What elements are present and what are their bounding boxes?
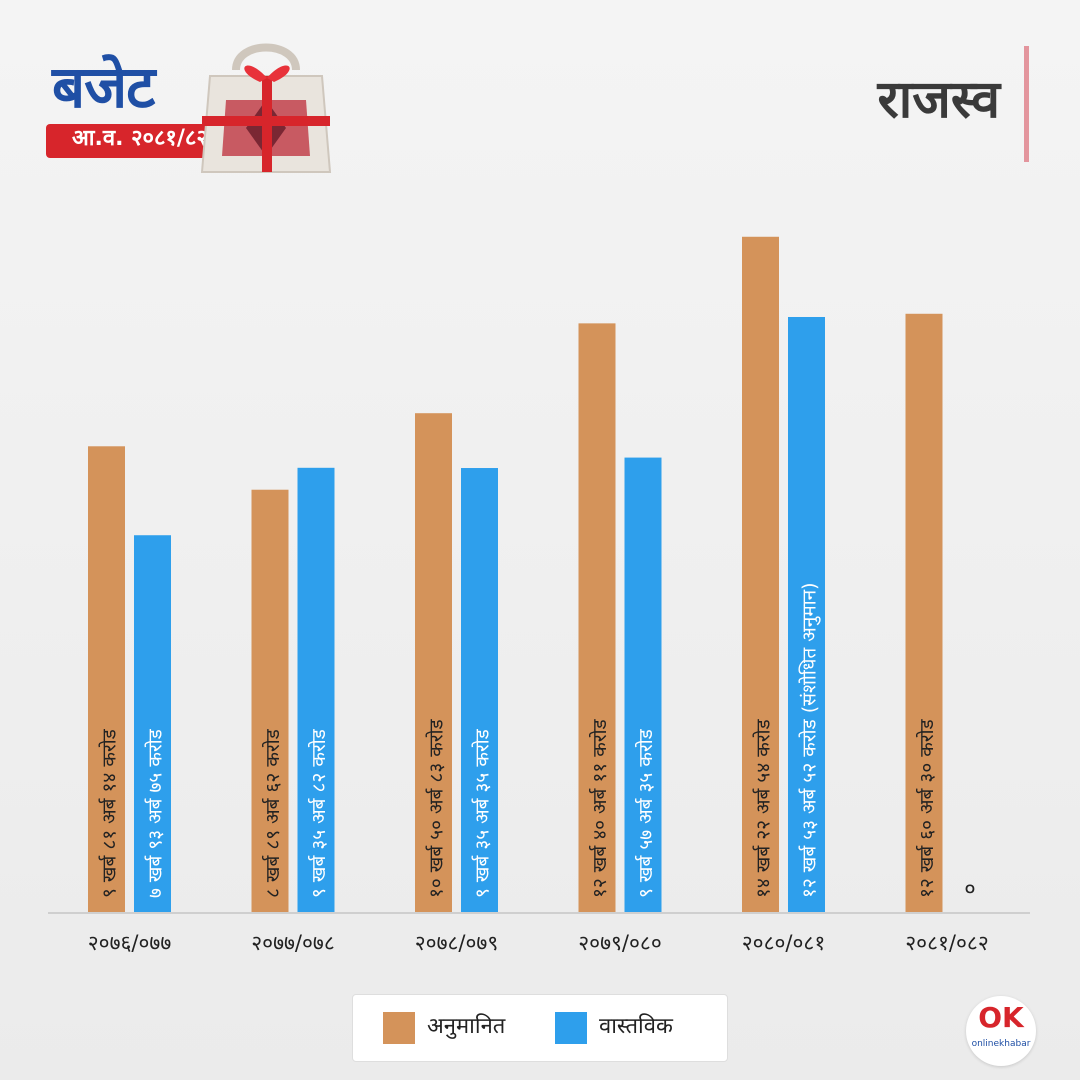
gift-bag-icon: [200, 43, 332, 173]
x-tick-label-5: २०८१/०८२: [905, 931, 989, 955]
bar-estimated-3: [578, 323, 616, 913]
bar-actual-1: [297, 467, 335, 912]
legend-label-estimated: अनुमानित: [427, 1014, 506, 1039]
legend-swatch-actual: [555, 1012, 587, 1044]
data-label-actual-1: ९ खर्ब ३५ अर्ब ८२ करोड: [307, 728, 330, 898]
x-tick-label-0: २०७६/०७७: [88, 931, 172, 955]
title-accent-bar: [1024, 46, 1029, 162]
data-label-actual-5: ०: [964, 877, 975, 902]
bar-actual-2: [461, 468, 498, 912]
logo-word: बजेट: [52, 53, 155, 121]
bar-estimated-4: [742, 236, 779, 912]
bar-actual-4: [788, 316, 825, 912]
data-label-estimated-1: ८ खर्ब ८९ अर्ब ६२ करोड: [261, 728, 284, 898]
bar-estimated-1: [251, 489, 289, 912]
logo-fiscal-year: आ.व. २०८१/८२: [72, 126, 208, 151]
data-label-estimated-4: १४ खर्ब २२ अर्ब ५४ करोड: [752, 718, 775, 898]
bar-estimated-0: [88, 446, 125, 912]
bar-estimated-5: [905, 313, 943, 912]
data-label-estimated-3: १२ खर्ब ४० अर्ब ११ करोड: [588, 718, 611, 898]
onlinekhabar-logo: OK onlinekhabar: [966, 996, 1036, 1066]
x-tick-label-2: २०७८/०७९: [415, 931, 499, 955]
data-label-estimated-5: १२ खर्ब ६० अर्ब ३० करोड: [915, 718, 938, 898]
x-tick-label-1: २०७७/०७८: [251, 931, 335, 955]
data-label-estimated-2: १० खर्ब ५० अर्ब ८३ करोड: [425, 718, 448, 898]
brand-circle: [966, 996, 1036, 1066]
data-label-actual-3: ९ खर्ब ५७ अर्ब ३५ करोड: [634, 728, 657, 898]
brand-mark: OK: [978, 1001, 1024, 1034]
legend-label-actual: वास्तविक: [599, 1014, 673, 1039]
data-label-estimated-0: ९ खर्ब ८१ अर्ब १४ करोड: [98, 728, 121, 898]
page-title: राजस्व: [877, 70, 1000, 130]
budget-logo: बजेट आ.व. २०८१/८२: [44, 36, 344, 186]
brand-text: onlinekhabar: [971, 1039, 1031, 1049]
data-label-actual-2: ९ खर्ब ३५ अर्ब ३५ करोड: [471, 728, 494, 898]
x-tick-label-4: २०८०/०८१: [742, 931, 826, 955]
data-label-actual-4: १२ खर्ब ५३ अर्ब ५२ करोड (संशोधित अनुमान): [798, 582, 822, 898]
bar-actual-0: [134, 535, 171, 912]
legend-swatch-estimated: [383, 1012, 415, 1044]
legend: अनुमानित वास्तविक: [352, 994, 728, 1062]
data-label-actual-0: ७ खर्ब ९३ अर्ब ७५ करोड: [144, 728, 167, 898]
x-tick-label-3: २०७९/०८०: [578, 931, 662, 955]
bar-estimated-2: [415, 413, 452, 912]
bar-actual-3: [624, 457, 662, 912]
